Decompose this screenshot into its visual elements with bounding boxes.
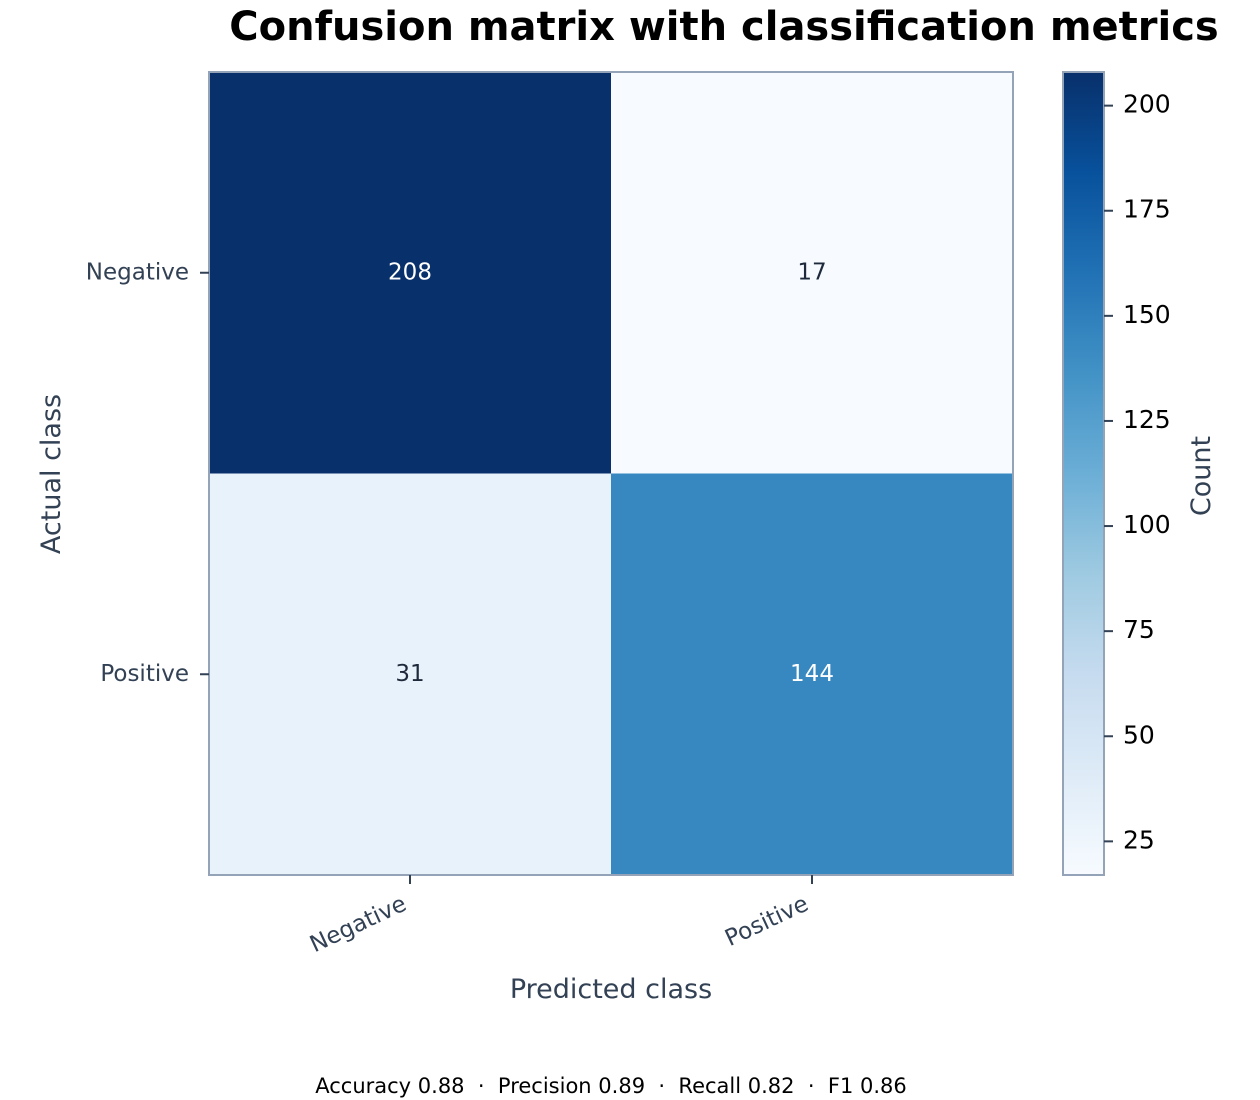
y-axis-label: Actual class [36,394,67,554]
colorbar-tick-label: 150 [1123,300,1171,329]
colorbar-ticks: 25 50 75 100 125 150 175 200 [1104,90,1171,854]
cell-value-1-0: 31 [395,661,424,687]
cell-1-0 [209,473,612,876]
y-tick-label: Negative [86,259,189,285]
cell-value-0-0: 208 [388,259,432,285]
colorbar [1062,71,1105,876]
cell-1-1 [611,473,1014,876]
x-axis-label: Predicted class [510,974,712,1005]
x-axis-ticks: Negative Positive [306,875,813,958]
colorbar-tick-label: 50 [1123,720,1155,749]
plot-frame [208,71,1014,876]
y-tick-label: Positive [100,661,189,687]
colorbar-tick-label: 100 [1123,510,1171,539]
heatmap-cell-labels: 208 17 31 144 [388,259,834,687]
metrics-summary: Accuracy 0.88 · Precision 0.89 · Recall … [315,1074,907,1098]
colorbar-tick-label: 75 [1123,615,1155,644]
cell-0-1 [611,72,1014,474]
cell-value-1-1: 144 [790,661,834,687]
x-tick-label: Negative [306,891,411,958]
colorbar-tick-label: 200 [1123,90,1171,119]
heatmap-cells [209,72,1014,876]
colorbar-label: Count [1186,436,1217,516]
y-axis-ticks: Negative Positive [86,259,209,687]
colorbar-tick-label: 25 [1123,825,1155,854]
colorbar-tick-label: 175 [1123,195,1171,224]
colorbar-tick-label: 125 [1123,405,1171,434]
cell-value-0-1: 17 [797,259,826,285]
x-tick-label: Positive [721,891,812,952]
chart-title: Confusion matrix with classification met… [229,4,1218,50]
cell-0-0 [209,72,612,474]
